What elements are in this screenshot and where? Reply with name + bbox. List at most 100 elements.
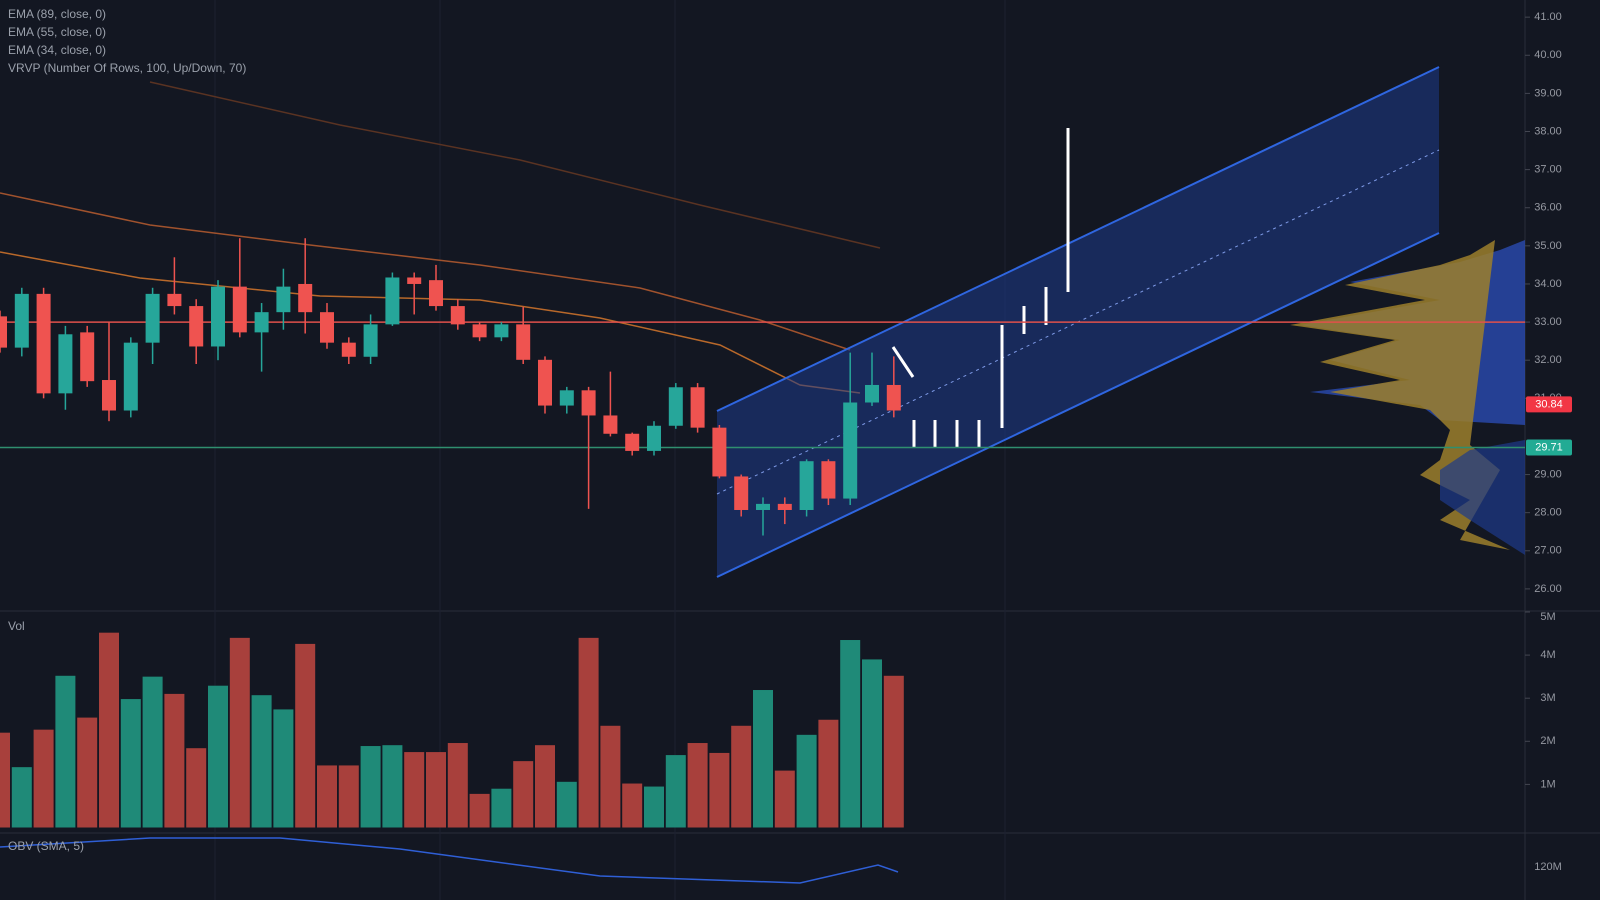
legend: EMA (89, close, 0) EMA (55, close, 0) EMA … bbox=[8, 7, 246, 75]
ema-89 bbox=[149, 81, 881, 249]
candle-body bbox=[189, 306, 204, 347]
candle-body bbox=[777, 503, 792, 510]
volume-bar bbox=[99, 632, 119, 828]
volume-profile-low bbox=[1440, 440, 1525, 555]
y-tick-label: 34.00 bbox=[1534, 278, 1562, 290]
y-tick-label: 38.00 bbox=[1534, 125, 1562, 137]
obv-title: OBV (SMA, 5) bbox=[8, 839, 84, 853]
candle-body bbox=[843, 402, 858, 499]
price-label-box bbox=[1526, 396, 1572, 413]
candle-body bbox=[363, 324, 378, 357]
candle-body bbox=[0, 316, 7, 348]
volume-bar bbox=[796, 734, 817, 828]
y-tick-label: 41.00 bbox=[1534, 11, 1562, 23]
candle-body bbox=[821, 461, 836, 499]
candle-body bbox=[58, 334, 73, 394]
candle-body bbox=[36, 293, 51, 394]
candle-body bbox=[407, 277, 422, 284]
volume-bar bbox=[600, 725, 621, 828]
candle-body bbox=[668, 387, 683, 426]
volume-bar bbox=[709, 752, 730, 828]
price-label: 29.71 bbox=[1535, 441, 1563, 453]
volume-bar bbox=[862, 659, 882, 828]
volume-bar bbox=[208, 685, 228, 828]
obv-line bbox=[0, 837, 899, 884]
candle-body bbox=[276, 286, 291, 313]
candle-body bbox=[385, 277, 400, 325]
volume-bar bbox=[317, 765, 337, 828]
volume-tick-label: 4M bbox=[1540, 649, 1555, 661]
candle-body bbox=[341, 342, 356, 357]
volume-bar bbox=[404, 752, 425, 828]
volume-bar bbox=[535, 745, 555, 828]
volume-bar bbox=[469, 793, 490, 828]
candle-body bbox=[145, 293, 160, 343]
volume-bar bbox=[753, 690, 773, 828]
volume-bar bbox=[229, 637, 250, 828]
y-tick-label: 27.00 bbox=[1534, 545, 1562, 557]
volume-bar bbox=[491, 788, 512, 828]
volume-bar bbox=[840, 640, 861, 828]
candle-body bbox=[734, 476, 749, 510]
volume-tick-label: 5M bbox=[1540, 611, 1555, 623]
candle-body bbox=[886, 384, 901, 411]
candle-body bbox=[123, 342, 138, 411]
volume-tick-label: 3M bbox=[1540, 692, 1555, 704]
candle-body bbox=[538, 359, 552, 406]
candle-body bbox=[559, 390, 574, 406]
legend-entry: VRVP (Number Of Rows, 100, Up/Down, 70) bbox=[8, 61, 246, 75]
y-tick-label: 39.00 bbox=[1534, 87, 1562, 99]
candle-body bbox=[320, 312, 334, 343]
price-label-box bbox=[1526, 439, 1572, 456]
volume-bar bbox=[665, 755, 686, 828]
volume-bar bbox=[360, 746, 381, 828]
candle-body bbox=[298, 283, 313, 313]
candle-body bbox=[80, 332, 95, 382]
volume-tick-label: 2M bbox=[1540, 735, 1555, 747]
candle-body bbox=[647, 425, 661, 451]
candle-body bbox=[494, 324, 509, 338]
volume-bar bbox=[273, 709, 294, 828]
volume-bar bbox=[142, 676, 163, 828]
volume-bar bbox=[578, 637, 599, 828]
y-tick-label: 26.00 bbox=[1534, 583, 1562, 595]
candle-body bbox=[690, 387, 705, 428]
candle-body bbox=[756, 503, 770, 510]
volume-bar bbox=[0, 732, 10, 828]
volume-bar bbox=[556, 781, 577, 828]
candle-body bbox=[450, 306, 465, 325]
volume-bar bbox=[774, 770, 795, 828]
obv-tick-label: 120M bbox=[1534, 861, 1562, 873]
volume-bar bbox=[164, 693, 185, 828]
volume-bar bbox=[731, 725, 752, 828]
candle-body bbox=[102, 380, 116, 411]
ema-55 bbox=[0, 192, 851, 351]
candle-body bbox=[254, 312, 269, 333]
volume-bar bbox=[33, 729, 54, 828]
volume-bar bbox=[295, 643, 316, 828]
volume-bar bbox=[447, 743, 468, 828]
volume-bar bbox=[186, 748, 207, 828]
y-tick-label: 36.00 bbox=[1534, 202, 1562, 214]
volume-bar bbox=[426, 752, 446, 828]
candle-body bbox=[712, 427, 727, 477]
y-tick-label: 33.00 bbox=[1534, 316, 1562, 328]
y-tick-label: 32.00 bbox=[1534, 354, 1562, 366]
y-tick-label: 40.00 bbox=[1534, 49, 1562, 61]
legend-entry: EMA (55, close, 0) bbox=[8, 25, 106, 39]
volume-bar bbox=[11, 767, 32, 828]
volume-title: Vol bbox=[8, 619, 25, 633]
candle-body bbox=[167, 293, 182, 307]
volume-tick-label: 1M bbox=[1540, 778, 1555, 790]
volume-bar bbox=[338, 765, 359, 828]
volume-bar bbox=[687, 743, 708, 828]
channel-upper bbox=[716, 66, 1440, 412]
volume-bar bbox=[55, 675, 76, 828]
candle-body bbox=[472, 324, 487, 338]
volume-bar bbox=[883, 675, 904, 828]
candle-body bbox=[211, 286, 225, 347]
volume-bar bbox=[382, 745, 403, 828]
candle-body bbox=[232, 286, 247, 333]
